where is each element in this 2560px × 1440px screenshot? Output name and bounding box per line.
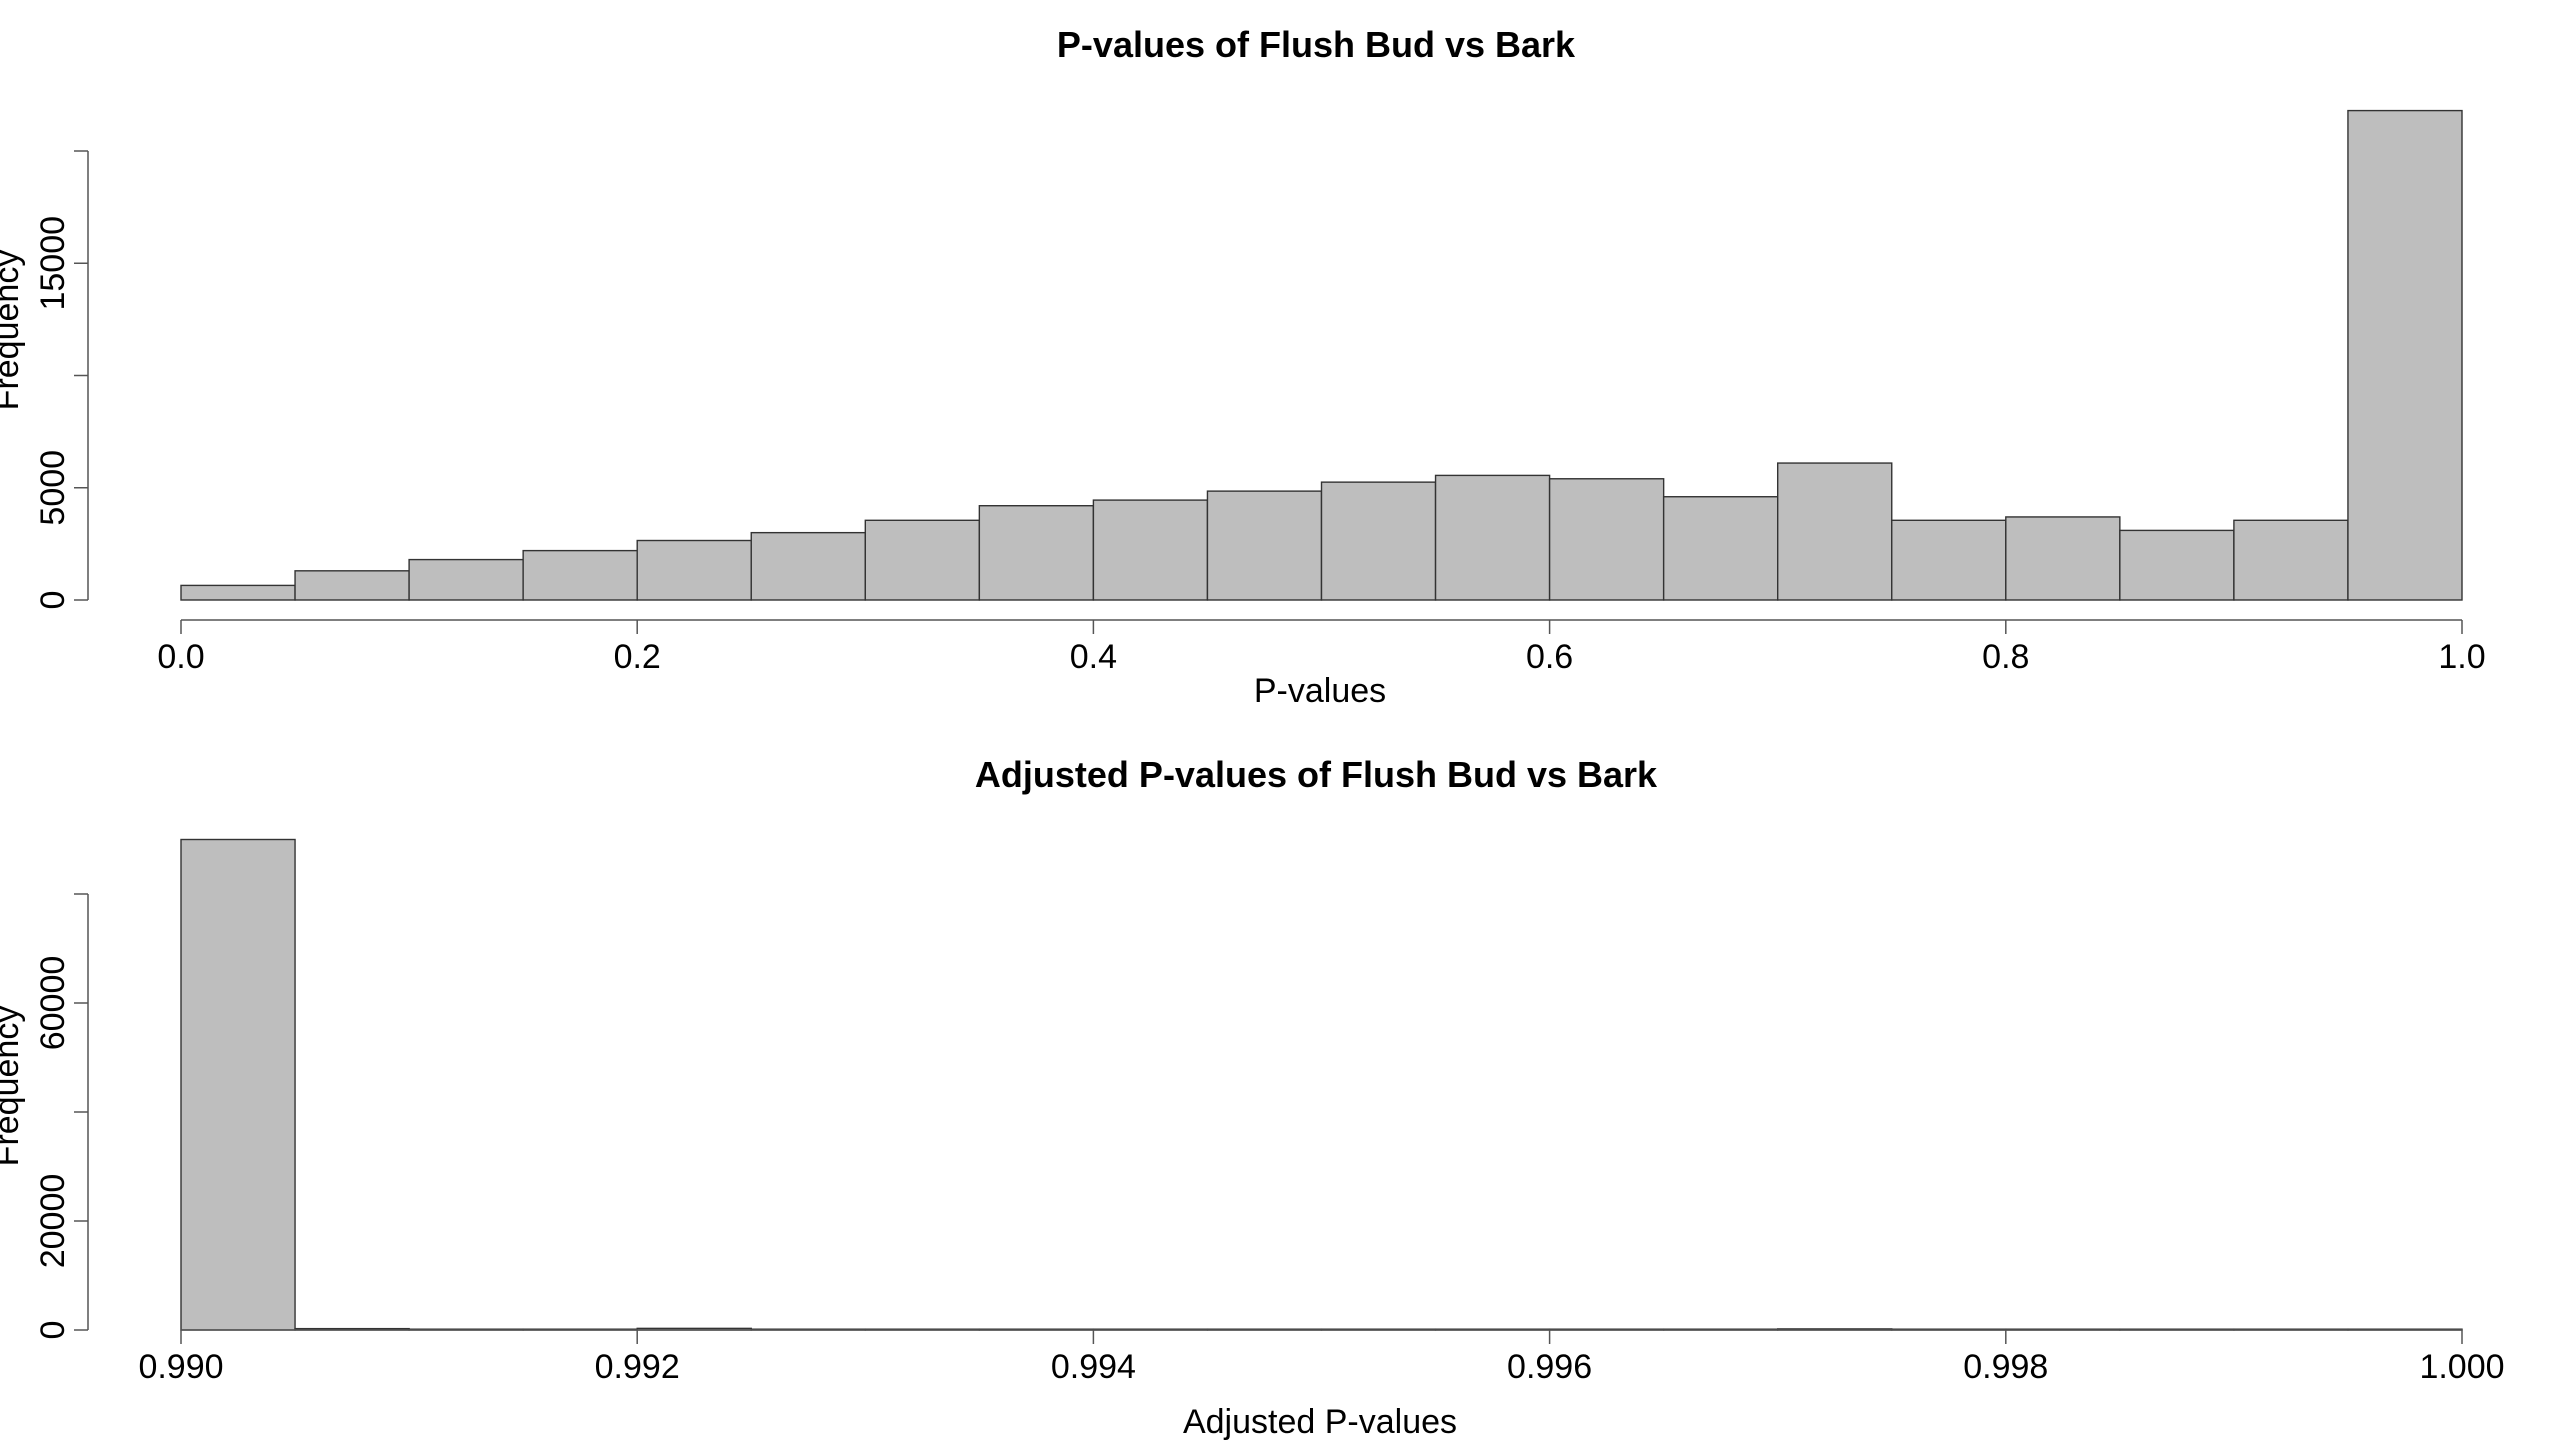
histogram-bar (1891, 519, 2007, 601)
histogram-bar (1548, 478, 1665, 601)
y-tick-label: 0 (34, 591, 72, 610)
histogram-bar (978, 505, 1095, 601)
y-tick-label: 60000 (34, 956, 72, 1051)
y-axis: 0 5000 15000 (34, 150, 89, 610)
histogram-bar (636, 539, 752, 601)
histogram-bar (750, 531, 867, 601)
histogram-bar (1206, 490, 1323, 601)
chart-title: Adjusted P-values of Flush Bud vs Bark (975, 754, 1658, 795)
histogram-bar (1434, 474, 1551, 601)
x-tick-label: 0.2 (614, 638, 661, 676)
x-tick-label: 0.998 (1963, 1348, 2048, 1386)
y-tick-label: 5000 (34, 450, 72, 526)
x-axis-label: Adjusted P-values (1183, 1403, 1457, 1440)
histogram-bar (1662, 496, 1779, 601)
histogram-bar (2233, 519, 2349, 601)
adjusted-pvalue-histogram-panel: Adjusted P-values of Flush Bud vs Bark 0… (0, 754, 2505, 1440)
histogram-bar (864, 519, 981, 601)
histogram-bar (180, 838, 296, 1331)
histogram-bar (1092, 499, 1209, 601)
bars-group (180, 109, 2463, 601)
x-tick-label: 0.992 (595, 1348, 680, 1386)
x-tick-label: 0.8 (1982, 638, 2029, 676)
x-axis-label: P-values (1254, 672, 1386, 710)
pvalue-histogram-panel: P-values of Flush Bud vs Bark 0 5000 15000… (0, 24, 2486, 710)
histogram-bar (1320, 481, 1437, 601)
histogram-bar (408, 558, 524, 601)
y-axis-label: Frequency (0, 1006, 26, 1167)
x-tick-label: 1.000 (2419, 1348, 2504, 1386)
x-axis: 0.990 0.992 0.994 0.996 0.998 1.000 (138, 1329, 2505, 1386)
x-tick-label: 0.6 (1526, 638, 1573, 676)
histogram-bar (294, 570, 410, 601)
chart-title: P-values of Flush Bud vs Bark (1057, 24, 1576, 65)
y-tick-label: 15000 (34, 216, 72, 311)
y-tick-label: 0 (34, 1321, 72, 1340)
histogram-bar (1776, 462, 1893, 601)
x-tick-label: 0.0 (157, 638, 204, 676)
y-axis: 0 20000 60000 (34, 893, 89, 1340)
histogram-bar (2005, 516, 2121, 601)
x-tick-label: 0.4 (1070, 638, 1117, 676)
y-tick-label: 20000 (34, 1174, 72, 1269)
histogram-bar (2119, 529, 2235, 601)
y-axis-label: Frequency (0, 250, 26, 411)
histogram-bar (180, 584, 296, 601)
x-tick-label: 0.994 (1051, 1348, 1136, 1386)
histogram-bar (522, 549, 638, 601)
x-tick-label: 0.990 (138, 1348, 223, 1386)
histogram-bar (2347, 109, 2463, 601)
x-tick-label: 1.0 (2438, 638, 2485, 676)
x-axis: 0.0 0.2 0.4 0.6 0.8 1.0 (157, 619, 2486, 676)
x-tick-label: 0.996 (1507, 1348, 1592, 1386)
